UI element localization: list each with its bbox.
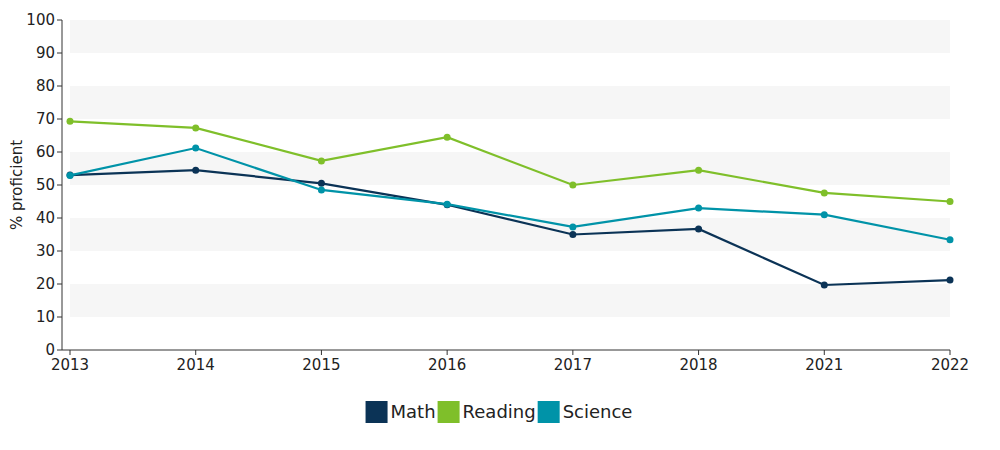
- y-tick-label: 80: [36, 77, 55, 95]
- legend-label: Reading: [463, 401, 536, 422]
- x-tick: [950, 350, 951, 355]
- y-tick-label: 50: [36, 176, 55, 194]
- grid-band: [70, 20, 950, 53]
- x-tick: [195, 350, 196, 355]
- series-line: [70, 148, 950, 240]
- x-tick-label: 2014: [177, 356, 215, 374]
- x-tick: [824, 350, 825, 355]
- chart-svg: 0102030405060708090100% proficient201320…: [0, 0, 1000, 450]
- legend-swatch: [438, 401, 460, 423]
- series-point: [444, 134, 451, 141]
- series-point: [318, 180, 325, 187]
- series-point: [192, 167, 199, 174]
- x-tick: [698, 350, 699, 355]
- legend-swatch: [538, 401, 560, 423]
- series-point: [67, 118, 74, 125]
- series-point: [947, 236, 954, 243]
- y-tick: [57, 86, 62, 87]
- series-line: [70, 121, 950, 201]
- series-line: [70, 170, 950, 285]
- y-tick: [57, 119, 62, 120]
- y-tick: [57, 20, 62, 21]
- series-point: [695, 205, 702, 212]
- legend-label: Science: [563, 401, 633, 422]
- series-point: [444, 201, 451, 208]
- y-tick: [57, 218, 62, 219]
- y-tick-label: 20: [36, 275, 55, 293]
- series-point: [569, 231, 576, 238]
- y-tick-label: 100: [26, 11, 55, 29]
- legend-label: Math: [391, 401, 436, 422]
- series-point: [947, 198, 954, 205]
- grid-band: [70, 152, 950, 185]
- legend: Math Reading Science: [366, 401, 633, 423]
- y-tick: [57, 317, 62, 318]
- y-tick-label: 30: [36, 242, 55, 260]
- series-point: [192, 145, 199, 152]
- y-tick: [57, 284, 62, 285]
- series-point: [569, 182, 576, 189]
- y-tick: [57, 152, 62, 153]
- plot-area: [67, 118, 954, 289]
- series-point: [192, 124, 199, 131]
- x-tick: [321, 350, 322, 355]
- y-tick-label: 10: [36, 308, 55, 326]
- x-tick-label: 2013: [51, 356, 89, 374]
- series-point: [821, 281, 828, 288]
- grid-band: [70, 284, 950, 317]
- series-point: [318, 186, 325, 193]
- x-tick: [70, 350, 71, 355]
- y-tick: [57, 53, 62, 54]
- x-tick-label: 2017: [554, 356, 592, 374]
- y-tick: [57, 251, 62, 252]
- x-axis-line: [62, 350, 950, 351]
- series-point: [695, 167, 702, 174]
- series-point: [947, 277, 954, 284]
- series-point: [318, 157, 325, 164]
- series-point: [67, 172, 74, 179]
- y-tick-label: 40: [36, 209, 55, 227]
- x-tick: [572, 350, 573, 355]
- series-point: [67, 172, 74, 179]
- y-tick: [57, 185, 62, 186]
- chart-container: 0102030405060708090100% proficient201320…: [0, 0, 1000, 450]
- x-tick: [447, 350, 448, 355]
- series-point: [444, 201, 451, 208]
- x-tick-label: 2022: [931, 356, 969, 374]
- series-point: [821, 189, 828, 196]
- legend-swatch: [366, 401, 388, 423]
- y-tick-label: 90: [36, 44, 55, 62]
- series-point: [569, 223, 576, 230]
- series-point: [695, 225, 702, 232]
- y-axis-label: % proficient: [8, 140, 26, 230]
- series-point: [821, 211, 828, 218]
- y-tick-label: 60: [36, 143, 55, 161]
- x-tick-label: 2021: [805, 356, 843, 374]
- y-tick: [57, 350, 62, 351]
- x-tick-label: 2016: [428, 356, 466, 374]
- y-tick-label: 70: [36, 110, 55, 128]
- x-tick-label: 2018: [679, 356, 717, 374]
- grid-band: [70, 218, 950, 251]
- grid-band: [70, 86, 950, 119]
- x-tick-label: 2015: [302, 356, 340, 374]
